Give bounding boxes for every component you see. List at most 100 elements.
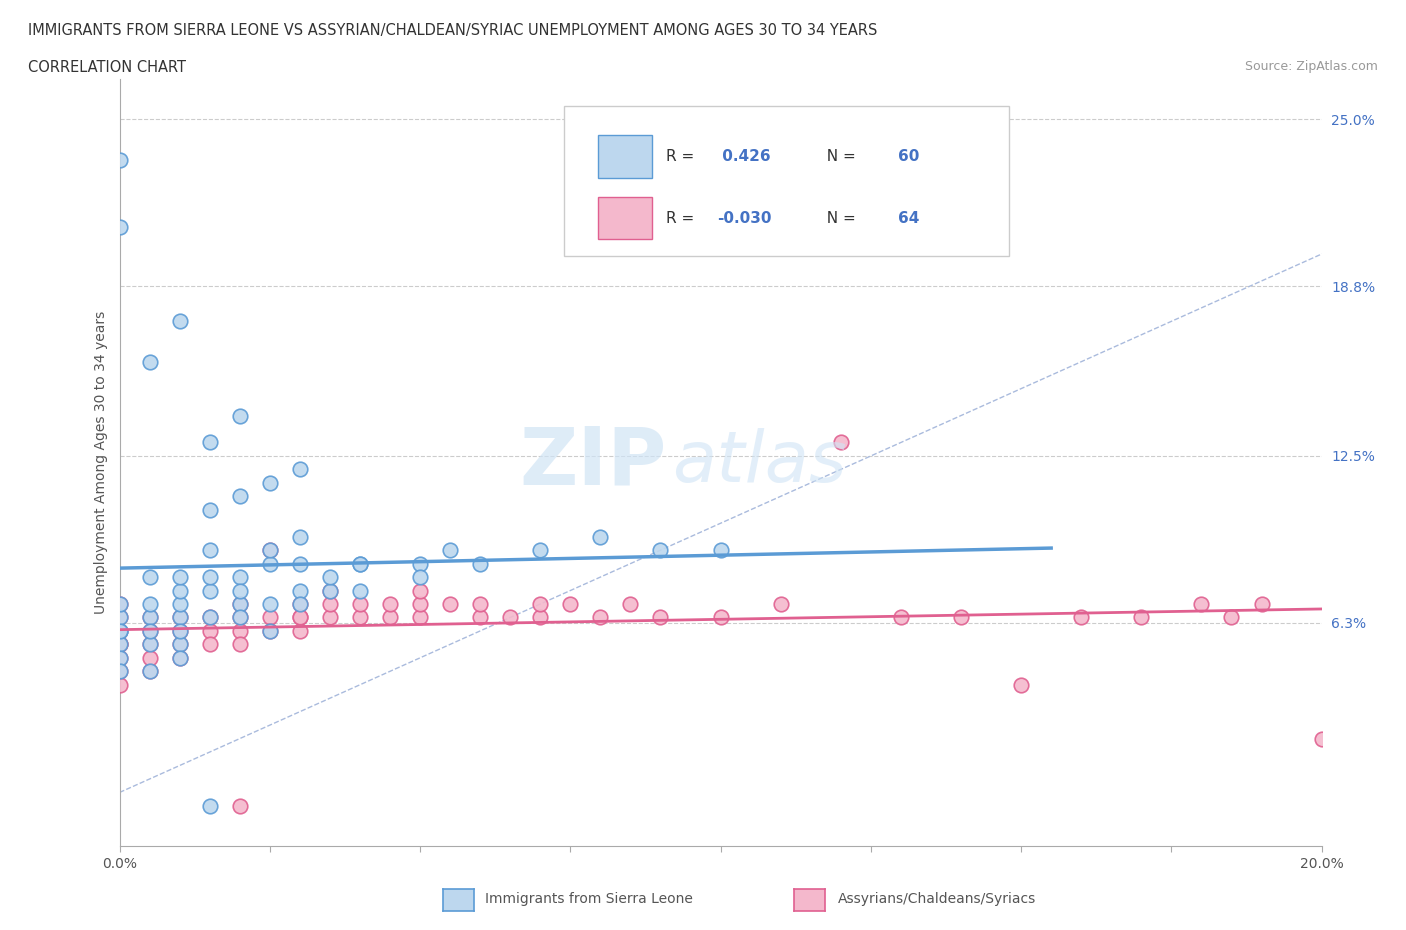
Point xyxy=(108,219,131,234)
Point xyxy=(108,610,131,625)
Point xyxy=(198,502,221,517)
Point xyxy=(138,570,160,585)
Point xyxy=(138,610,160,625)
Point xyxy=(169,583,191,598)
Point xyxy=(228,596,252,611)
Point xyxy=(108,677,131,692)
Point xyxy=(950,610,973,625)
Point xyxy=(769,596,792,611)
Point xyxy=(650,543,672,558)
Point xyxy=(319,610,342,625)
Point xyxy=(228,583,252,598)
Text: atlas: atlas xyxy=(672,428,846,498)
Point xyxy=(169,650,191,665)
Point xyxy=(228,610,252,625)
Point xyxy=(198,610,221,625)
Point xyxy=(259,596,281,611)
Point xyxy=(108,664,131,679)
Text: IMMIGRANTS FROM SIERRA LEONE VS ASSYRIAN/CHALDEAN/SYRIAC UNEMPLOYMENT AMONG AGES: IMMIGRANTS FROM SIERRA LEONE VS ASSYRIAN… xyxy=(28,23,877,38)
Text: 0.426: 0.426 xyxy=(717,149,770,164)
Point xyxy=(259,543,281,558)
Point xyxy=(259,610,281,625)
FancyBboxPatch shape xyxy=(598,197,652,239)
FancyBboxPatch shape xyxy=(564,106,1010,256)
Point xyxy=(409,570,432,585)
Point xyxy=(138,596,160,611)
Point xyxy=(1010,677,1032,692)
Point xyxy=(228,489,252,504)
Point xyxy=(138,354,160,369)
Point xyxy=(560,596,582,611)
Point xyxy=(288,583,311,598)
Point xyxy=(259,623,281,638)
Point xyxy=(108,623,131,638)
Point xyxy=(439,596,461,611)
Point xyxy=(198,637,221,652)
Point xyxy=(378,596,401,611)
Point xyxy=(709,543,731,558)
Text: 64: 64 xyxy=(898,211,920,226)
Point xyxy=(409,583,432,598)
Point xyxy=(288,529,311,544)
Point xyxy=(349,556,371,571)
Text: 60: 60 xyxy=(898,149,920,164)
Point xyxy=(169,596,191,611)
Point xyxy=(138,650,160,665)
Point xyxy=(409,596,432,611)
Point xyxy=(198,799,221,814)
Point xyxy=(830,435,852,450)
Text: Immigrants from Sierra Leone: Immigrants from Sierra Leone xyxy=(485,892,693,907)
FancyBboxPatch shape xyxy=(598,136,652,178)
Point xyxy=(288,610,311,625)
Point xyxy=(228,570,252,585)
Point xyxy=(288,623,311,638)
Point xyxy=(288,462,311,477)
Point xyxy=(198,543,221,558)
Point xyxy=(890,610,912,625)
Point xyxy=(259,556,281,571)
Point xyxy=(108,596,131,611)
Point xyxy=(349,596,371,611)
Point xyxy=(349,610,371,625)
Point xyxy=(409,556,432,571)
Point xyxy=(198,610,221,625)
Point xyxy=(198,623,221,638)
Point xyxy=(288,556,311,571)
Point xyxy=(138,623,160,638)
Point xyxy=(499,610,522,625)
Point xyxy=(108,650,131,665)
Point xyxy=(108,623,131,638)
Point xyxy=(169,610,191,625)
Point xyxy=(349,583,371,598)
Point xyxy=(108,596,131,611)
Point xyxy=(169,637,191,652)
Point xyxy=(439,543,461,558)
Point xyxy=(409,610,432,625)
Point xyxy=(108,637,131,652)
Point xyxy=(709,610,731,625)
Point xyxy=(529,610,551,625)
Point xyxy=(169,623,191,638)
Point xyxy=(1130,610,1153,625)
Point xyxy=(169,650,191,665)
Text: N =: N = xyxy=(817,149,860,164)
Text: R =: R = xyxy=(666,211,700,226)
Point xyxy=(589,610,612,625)
Text: Assyrians/Chaldeans/Syriacs: Assyrians/Chaldeans/Syriacs xyxy=(838,892,1036,907)
Point xyxy=(468,610,492,625)
Point xyxy=(1250,596,1272,611)
Point xyxy=(1220,610,1243,625)
Point xyxy=(288,596,311,611)
Point xyxy=(138,637,160,652)
Point xyxy=(319,596,342,611)
Point xyxy=(1070,610,1092,625)
Point xyxy=(198,570,221,585)
Point xyxy=(228,637,252,652)
Text: R =: R = xyxy=(666,149,700,164)
Point xyxy=(529,596,551,611)
Point xyxy=(169,623,191,638)
Point xyxy=(228,610,252,625)
Point xyxy=(108,623,131,638)
Point xyxy=(169,637,191,652)
Point xyxy=(138,664,160,679)
